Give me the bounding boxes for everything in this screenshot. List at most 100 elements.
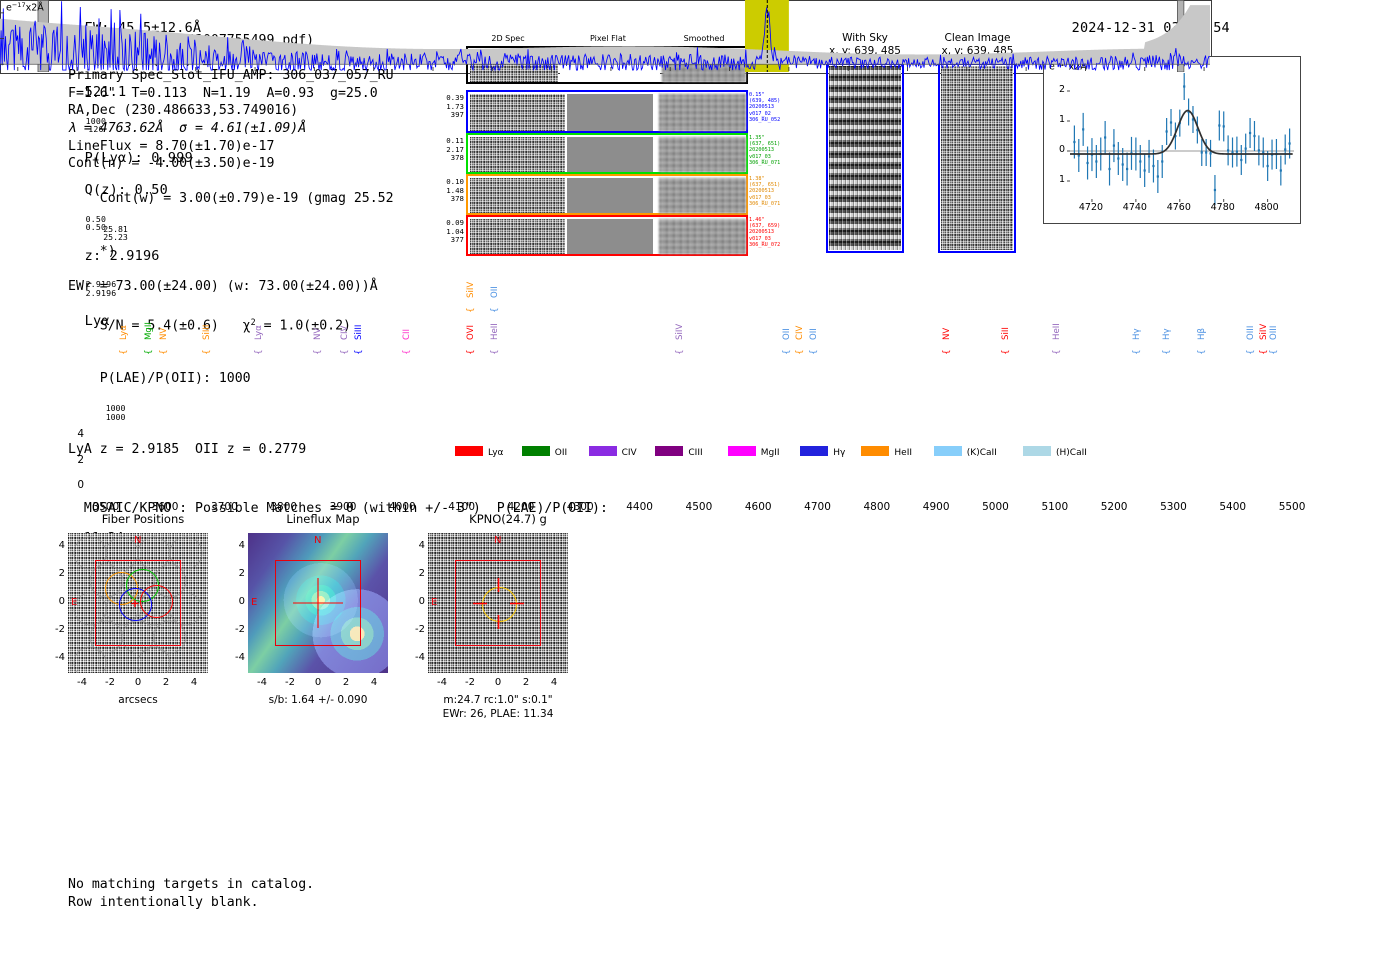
direction-north: N — [134, 535, 142, 546]
linefit-x-tick: 4720 — [1078, 202, 1104, 213]
thumb-x-tick: -4 — [257, 677, 267, 688]
direction-east: E — [71, 597, 78, 608]
fiber-id: 378 — [450, 194, 464, 204]
spectrum-x-tick: 4100 — [448, 501, 476, 513]
thumb-x-tick: -2 — [105, 677, 115, 688]
direction-east: E — [431, 597, 438, 608]
spectrum-x-tick: 4200 — [507, 501, 535, 513]
thumb-y-tick: 0 — [58, 596, 65, 607]
thumbnail-kpno: KPNO(24.7) g N E 4 2 0 -2 -4 -4 -2 0 2 4 m:24.7 … — [415, 512, 593, 720]
info-sn-chi2: S/N = 5.4(±0.6) χ2 = 1.0(±0.2) — [99, 316, 351, 334]
thumb-y-tick: 4 — [418, 540, 425, 551]
panel-header-smoothed: Smoothed — [683, 34, 725, 43]
emission-line-brace: { — [1051, 349, 1062, 355]
footer-line-1: No matching targets in catalog. — [68, 877, 315, 892]
legend-swatch — [727, 446, 756, 456]
fiber-visit: v017_03 — [749, 235, 771, 242]
thumb-x-tick: 0 — [134, 677, 142, 688]
fiber-xy: (637, 651) — [749, 182, 781, 189]
thumb-y-tick: 2 — [238, 568, 245, 579]
emission-line-brace: { — [675, 349, 686, 355]
legend-item: (K)CaII — [933, 446, 997, 458]
panel-header-2dspec: 2D Spec — [491, 34, 525, 43]
with-sky-image — [829, 66, 901, 250]
fiber-smoothed-image — [659, 178, 746, 213]
thumb-x-tick: 2 — [522, 677, 530, 688]
info-cont-n: Cont(n) = -4.00(±3.50)e-19 — [68, 156, 275, 172]
emission-line-brace: { — [466, 349, 477, 355]
fiber-sn: 1.73 — [446, 101, 464, 111]
linefit-x-tick: 4740 — [1122, 202, 1147, 213]
mosaic-text: MOSAIC/KPNO : Possible Matches = 0 (with… — [83, 501, 608, 516]
emission-line-label: SiIV — [1259, 323, 1270, 340]
legend-item: OII — [521, 446, 567, 458]
legend-label: Hγ — [833, 448, 846, 458]
emission-line-brace: { — [402, 349, 413, 355]
info-radec: RA,Dec (230.486633,53.749016) — [68, 103, 299, 119]
thumb-y-tick: -2 — [415, 624, 425, 635]
fiber-id: 397 — [450, 110, 464, 120]
plae-range: 1000 126 — [85, 115, 107, 135]
spectrum-x-tick: 4300 — [566, 501, 594, 513]
footer-note: No matching targets in catalog. Row inte… — [68, 876, 314, 912]
thumb-y-tick: 0 — [418, 596, 425, 607]
qz-range: 0.50 0.50 — [85, 213, 107, 232]
info-primary-spec: Primary Spec_Slot_IFU_AMP: 306_037_057_R… — [68, 68, 394, 84]
spectrum-x-tick: 5000 — [982, 501, 1009, 513]
fiber-row: 0.39 1.73 397 0.15" (639, 485) 20200513 … — [446, 90, 780, 133]
spectrum-x-tick: 5400 — [1219, 501, 1247, 513]
lineflux-map-title: Lineflux Map — [286, 512, 360, 526]
emission-line-brace: { — [781, 349, 792, 355]
spectrum-x-tick: 3700 — [211, 501, 238, 513]
plae-value: 521.1 — [84, 84, 127, 100]
fiber-smoothed-image — [659, 137, 746, 172]
fiber-positions-xlabel: arcsecs — [118, 694, 158, 706]
spectrum-x-tick: 3800 — [270, 501, 298, 513]
spectrum-x-tick: 3900 — [329, 501, 357, 513]
emission-line-brace: { — [1245, 349, 1256, 355]
fiber-xy: (637, 659) — [749, 223, 781, 230]
fiber-dist: 1.35" — [749, 135, 765, 141]
with-sky-title: With Sky — [842, 32, 888, 44]
legend-item: Lyα — [455, 446, 503, 458]
linefit-y-tick: 0 — [1058, 144, 1065, 155]
with-sky-cutout: With Sky x, y: 639, 485 — [820, 32, 910, 253]
emission-line-label: HeII — [490, 323, 501, 340]
thumb-y-tick: -2 — [55, 624, 65, 635]
z-range: 2.9196 2.9196 — [85, 279, 117, 298]
legend-item: CIII — [655, 446, 703, 458]
fiber-xy: (639, 485) — [749, 98, 781, 105]
fiber-date: 20200513 — [749, 229, 774, 236]
thumb-y-tick: 4 — [58, 540, 65, 551]
emission-line-label: OIII — [1245, 325, 1256, 340]
kpno-caption-2: EWr: 26, PLAE: 11.34 — [442, 708, 554, 720]
kpno-aperture-circle — [482, 587, 517, 622]
fiber-sn: 2.17 — [446, 144, 464, 154]
line-fit-plot: e−17x2Å — [1043, 56, 1301, 224]
thumb-x-tick: 4 — [550, 677, 558, 688]
thumbnail-fiber-positions: Fiber Positions N E 4 2 0 -2 -4 -4 -2 0 2 4 arcs… — [55, 512, 223, 712]
info-redshifts: LyA z = 2.9185 OII z = 0.2779 — [68, 441, 307, 457]
lineflux-map-caption: s/b: 1.64 +/- 0.090 — [268, 694, 368, 706]
emission-line-brace: { — [1259, 349, 1270, 355]
thumb-y-tick: 2 — [58, 568, 65, 579]
fiber-row: 0.11 2.17 378 1.35" (637, 651) 20200513 … — [446, 133, 780, 174]
legend-label: CIII — [688, 448, 703, 458]
thumb-y-tick: -2 — [235, 624, 245, 635]
emission-line-brace: { — [1001, 349, 1012, 355]
thumb-y-tick: 0 — [238, 596, 245, 607]
fiber-sn: 1.48 — [446, 185, 464, 195]
thumb-x-tick: 4 — [190, 677, 198, 688]
fiber-pixelflat-image — [567, 94, 653, 131]
emission-line-label: CII — [402, 328, 413, 340]
fiber-dist: 1.46" — [749, 217, 765, 223]
linefit-canvas — [1067, 73, 1294, 205]
panel-header-pixelflat: Pixel Flat — [590, 34, 626, 43]
fiber-id: 377 — [450, 235, 464, 245]
spectrum-y-tick: 4 — [77, 427, 84, 440]
emission-line-brace: { — [794, 349, 805, 355]
thumb-x-tick: -4 — [77, 677, 87, 688]
thumb-y-tick: -4 — [55, 652, 65, 663]
spectrum-x-tick: 4000 — [388, 501, 416, 513]
info-lambda-sigma: λ = 4763.62Å σ = 4.61(±1.09)Å — [68, 120, 307, 136]
